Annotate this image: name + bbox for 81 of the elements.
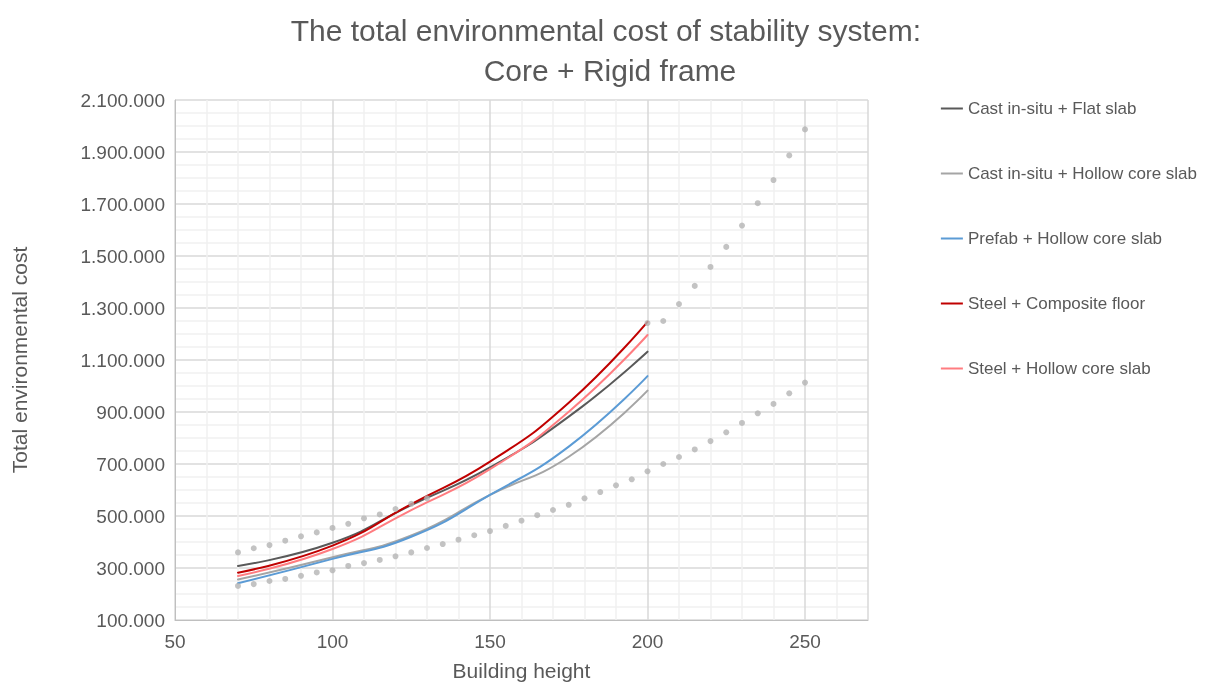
point — [235, 582, 241, 589]
y-tick-label: 100.000 — [96, 609, 165, 631]
point — [691, 446, 698, 453]
point — [424, 544, 430, 551]
point — [754, 410, 761, 417]
x-tick-label: 200 — [631, 631, 664, 652]
y-tick-label: 300.000 — [96, 557, 165, 579]
point — [329, 524, 336, 531]
y-tick-label: 1.500.000 — [80, 245, 165, 267]
point — [676, 453, 682, 460]
point — [313, 529, 320, 536]
point — [660, 461, 667, 467]
point — [802, 126, 808, 133]
point — [282, 537, 289, 544]
point — [802, 379, 808, 386]
y-tick-label: 700.000 — [96, 453, 165, 475]
point — [613, 482, 619, 489]
point — [298, 533, 304, 540]
point — [723, 429, 730, 436]
point — [534, 512, 541, 519]
x-tick-label: 150 — [474, 631, 506, 652]
y-tick-label: 900.000 — [96, 401, 165, 423]
legend-label: Cast in-situ + Flat slab — [967, 99, 1137, 118]
y-tick-label: 1.700.000 — [80, 193, 165, 215]
point — [487, 528, 493, 535]
point — [282, 575, 289, 582]
x-tick-label: 50 — [164, 631, 186, 652]
point — [565, 501, 572, 508]
point — [313, 569, 320, 576]
y-tick-label: 1.900.000 — [80, 141, 165, 163]
point — [691, 282, 698, 289]
point — [471, 532, 478, 539]
x-tick-label: 250 — [789, 631, 821, 652]
point — [361, 560, 367, 567]
point — [235, 549, 241, 556]
point — [392, 553, 399, 560]
point — [770, 400, 777, 407]
point — [250, 545, 257, 552]
point — [660, 318, 667, 324]
y-tick-label: 1.300.000 — [80, 297, 165, 319]
legend-label: Cast in-situ + Hollow core slab — [967, 164, 1198, 183]
point — [266, 542, 273, 549]
point — [250, 581, 257, 588]
point — [628, 476, 635, 483]
point — [739, 222, 745, 229]
y-tick-label: 2.100.000 — [80, 89, 165, 111]
point — [392, 505, 399, 512]
point — [707, 263, 714, 270]
point — [644, 320, 651, 327]
point — [770, 177, 777, 184]
point — [550, 507, 556, 514]
point — [345, 562, 352, 569]
point — [408, 500, 415, 507]
point — [298, 572, 304, 579]
x-axis-title: Building height — [452, 659, 591, 682]
point — [408, 549, 415, 556]
point — [361, 515, 367, 522]
point — [739, 419, 745, 426]
point — [502, 522, 509, 529]
point — [597, 489, 604, 496]
point — [424, 495, 430, 502]
y-tick-label: 500.000 — [96, 505, 165, 527]
point — [754, 200, 761, 207]
legend-label: Steel + Hollow core slab — [967, 359, 1151, 378]
point — [644, 468, 651, 475]
y-axis-title: Total environmental cost — [8, 246, 31, 474]
point — [786, 390, 793, 397]
legend-label: Prefab + Hollow core slab — [967, 229, 1163, 248]
point — [439, 541, 446, 548]
x-tick-label: 100 — [316, 631, 349, 652]
point — [376, 511, 383, 518]
point — [376, 556, 383, 563]
chart-title: The total environmental cost of stability system: Core + Rigid frame — [290, 13, 930, 87]
point — [786, 152, 793, 159]
point — [723, 243, 730, 250]
y-tick-label: 1.100.000 — [80, 349, 165, 371]
point — [707, 438, 714, 445]
point — [345, 520, 352, 527]
legend-label: Steel + Composite floor — [967, 294, 1146, 313]
point — [676, 301, 682, 308]
point — [266, 578, 273, 584]
